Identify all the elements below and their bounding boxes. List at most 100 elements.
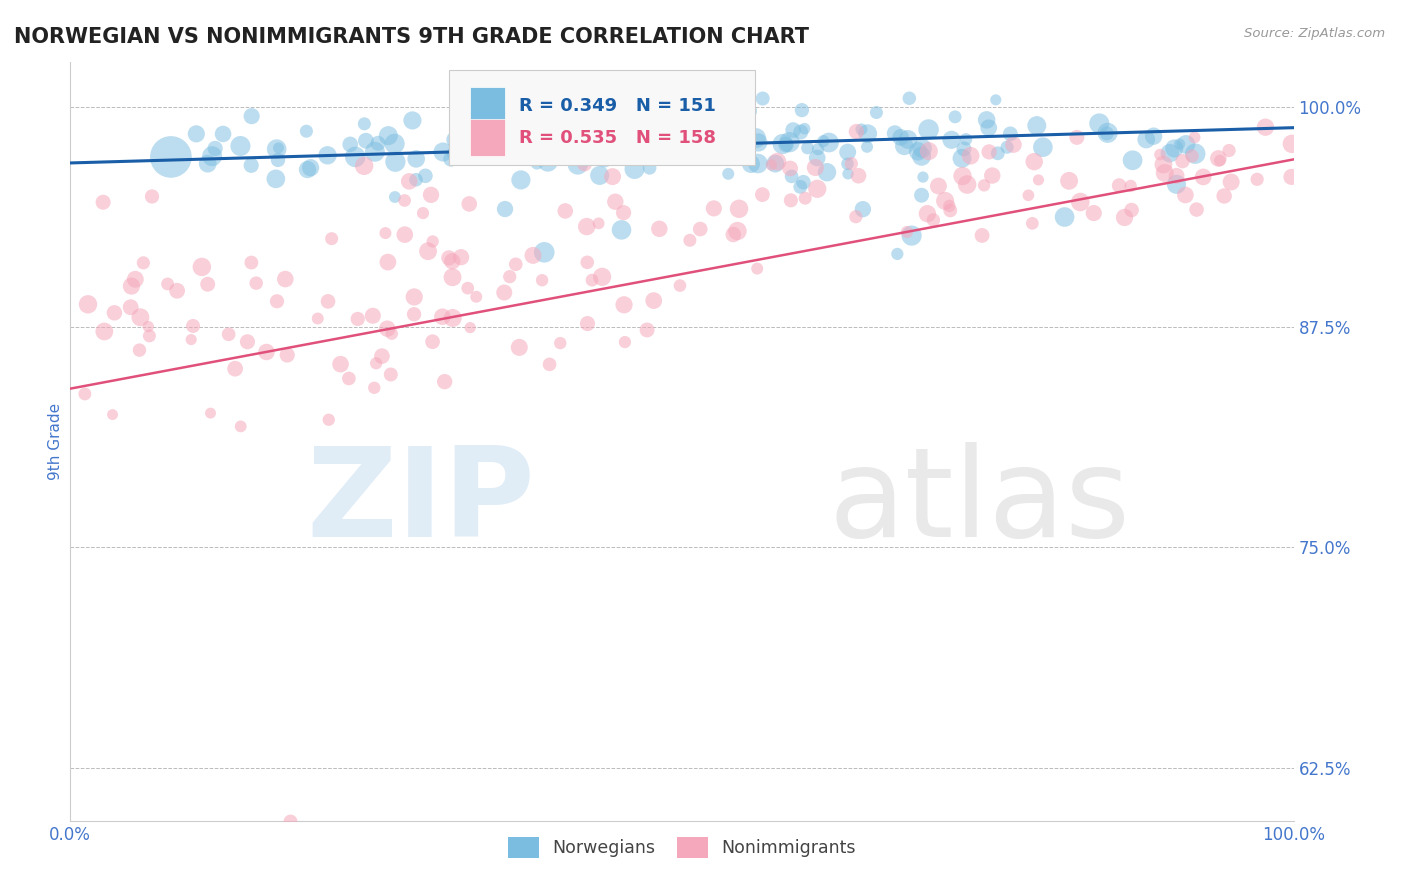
Point (575, 219, 598, 234)
Point (595, 146, 617, 161)
Point (1032, 140, 1054, 154)
Bar (470, 120, 505, 156)
Point (796, 141, 818, 155)
Point (505, 257, 527, 271)
Point (1152, 157, 1174, 171)
Point (679, 142, 702, 156)
Point (1181, 149, 1204, 163)
Point (1142, 129, 1164, 144)
Point (377, 128, 399, 143)
Point (276, 348, 298, 362)
Point (554, 203, 576, 218)
Point (979, 145, 1001, 159)
Point (655, 135, 678, 149)
Point (458, 197, 481, 211)
Point (129, 310, 152, 325)
Point (837, 145, 859, 160)
Point (160, 150, 183, 164)
Point (295, 124, 318, 138)
Point (740, 157, 762, 171)
Point (128, 343, 150, 358)
Point (1002, 137, 1025, 152)
Point (354, 134, 377, 148)
Point (318, 413, 340, 427)
Point (941, 133, 963, 147)
Point (1021, 216, 1043, 230)
Point (245, 276, 267, 290)
Point (953, 142, 976, 156)
Point (450, 250, 472, 264)
Point (1149, 147, 1171, 161)
Point (197, 156, 219, 170)
Point (1218, 144, 1240, 158)
Point (548, 336, 571, 351)
Point (197, 277, 219, 292)
Point (751, 91, 773, 105)
Point (751, 187, 773, 202)
Point (852, 202, 875, 217)
Point (1163, 141, 1185, 155)
Point (491, 91, 513, 105)
Point (1083, 206, 1105, 220)
Point (1114, 211, 1136, 225)
Point (1166, 169, 1188, 183)
Point (897, 132, 920, 146)
Point (1025, 119, 1047, 133)
Point (1174, 188, 1197, 202)
Point (1108, 178, 1130, 193)
Point (790, 125, 813, 139)
Point (910, 149, 932, 163)
Point (1095, 127, 1118, 141)
Point (717, 167, 740, 181)
Point (813, 134, 835, 148)
Point (433, 375, 456, 389)
Point (576, 255, 599, 269)
Point (156, 277, 179, 291)
Point (583, 128, 606, 143)
Point (723, 227, 745, 242)
Point (394, 227, 416, 242)
Point (381, 326, 404, 341)
Point (422, 235, 444, 249)
Point (363, 381, 385, 395)
Point (546, 148, 568, 162)
Point (1254, 120, 1277, 135)
Point (204, 141, 226, 155)
Point (346, 312, 368, 326)
Text: R = 0.535   N = 158: R = 0.535 N = 158 (519, 129, 716, 147)
Point (508, 340, 530, 354)
Point (316, 148, 339, 162)
Point (1000, 127, 1022, 141)
Point (613, 335, 636, 350)
Point (555, 112, 578, 127)
Point (772, 136, 794, 151)
Point (922, 213, 945, 227)
Point (432, 310, 454, 324)
Point (727, 142, 749, 156)
Point (533, 245, 555, 260)
Point (837, 157, 859, 171)
Point (780, 169, 803, 184)
Point (200, 406, 222, 420)
Point (1066, 130, 1088, 145)
Point (141, 189, 163, 203)
Point (918, 144, 941, 158)
Point (191, 260, 214, 274)
Point (977, 120, 1000, 135)
Point (1208, 152, 1230, 166)
Point (628, 120, 651, 135)
Point (911, 141, 934, 155)
Point (689, 137, 711, 152)
Point (576, 317, 599, 331)
Point (166, 284, 188, 298)
Point (186, 127, 208, 141)
Point (136, 319, 159, 334)
Text: ZIP: ZIP (307, 442, 536, 563)
Point (1135, 132, 1157, 146)
Point (240, 109, 263, 123)
Point (671, 125, 693, 139)
Point (1119, 178, 1142, 193)
Point (329, 357, 352, 371)
Point (472, 136, 495, 150)
Point (747, 261, 769, 276)
